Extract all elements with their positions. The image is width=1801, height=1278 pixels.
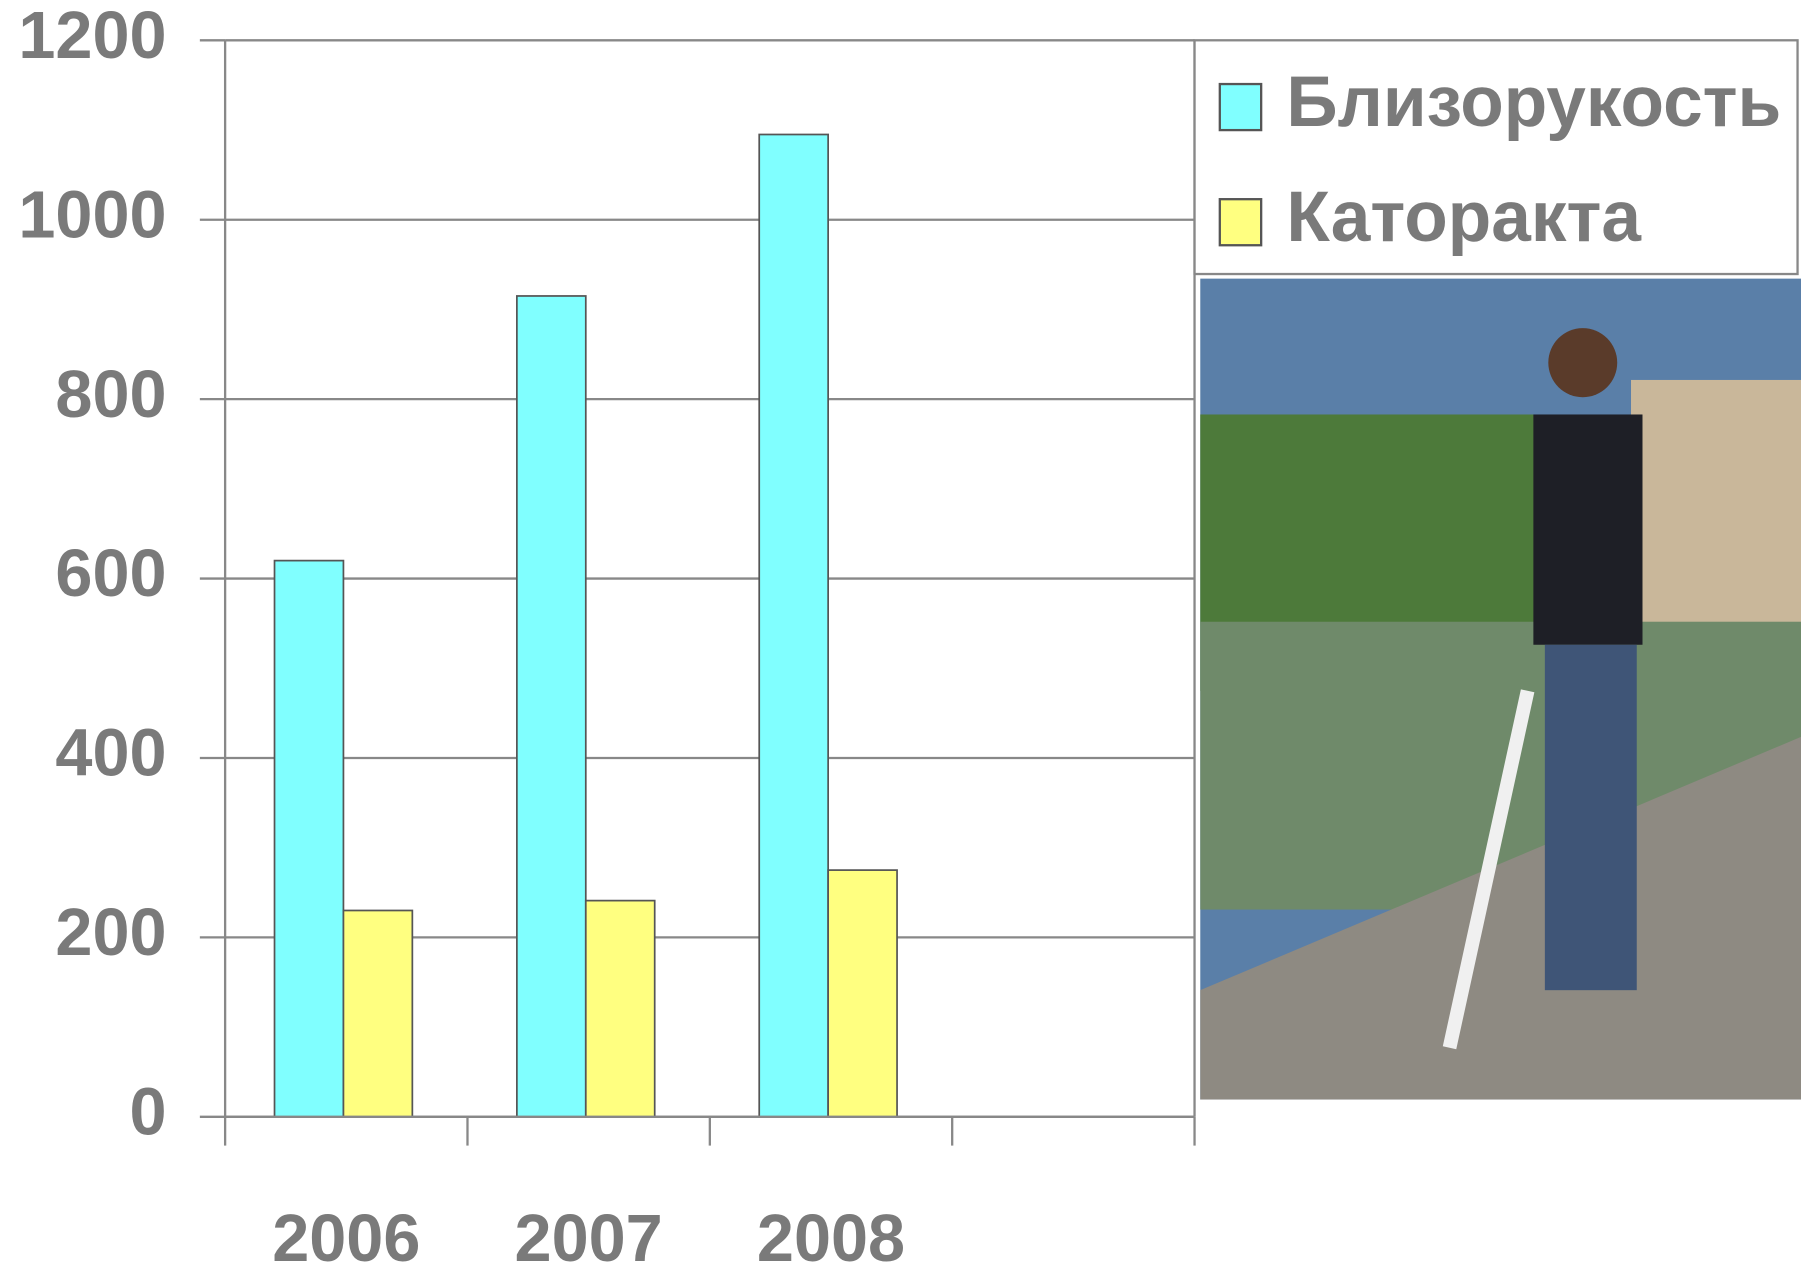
bar	[275, 561, 344, 1117]
page: 0 200 400 600 800 1000 1200 2006 2007 2008 Близору…	[0, 0, 1801, 1278]
x-tick-label: 2006	[272, 1202, 420, 1276]
bar	[343, 910, 412, 1116]
bar	[586, 901, 655, 1117]
legend-label: Близорукость	[1286, 62, 1781, 142]
bar	[517, 296, 586, 1117]
chart: 0 200 400 600 800 1000 1200 2006 2007 2008 Близору…	[0, 0, 1801, 1278]
bar	[828, 870, 897, 1117]
x-tick-label: 2008	[757, 1202, 905, 1276]
y-tick-label: 1000	[18, 178, 166, 252]
legend-swatch	[1220, 199, 1261, 245]
x-tick-label: 2007	[515, 1202, 663, 1276]
bar	[759, 134, 828, 1116]
legend-swatch	[1220, 84, 1261, 130]
legend-label: Каторакта	[1286, 177, 1642, 257]
photo	[1200, 279, 1801, 1100]
y-tick-label: 800	[55, 358, 166, 432]
y-tick-label: 600	[55, 537, 166, 611]
y-tick-label: 400	[55, 717, 166, 791]
y-tick-label: 1200	[18, 0, 166, 73]
y-tick-label: 0	[129, 1075, 166, 1149]
y-tick-label: 200	[55, 896, 166, 970]
